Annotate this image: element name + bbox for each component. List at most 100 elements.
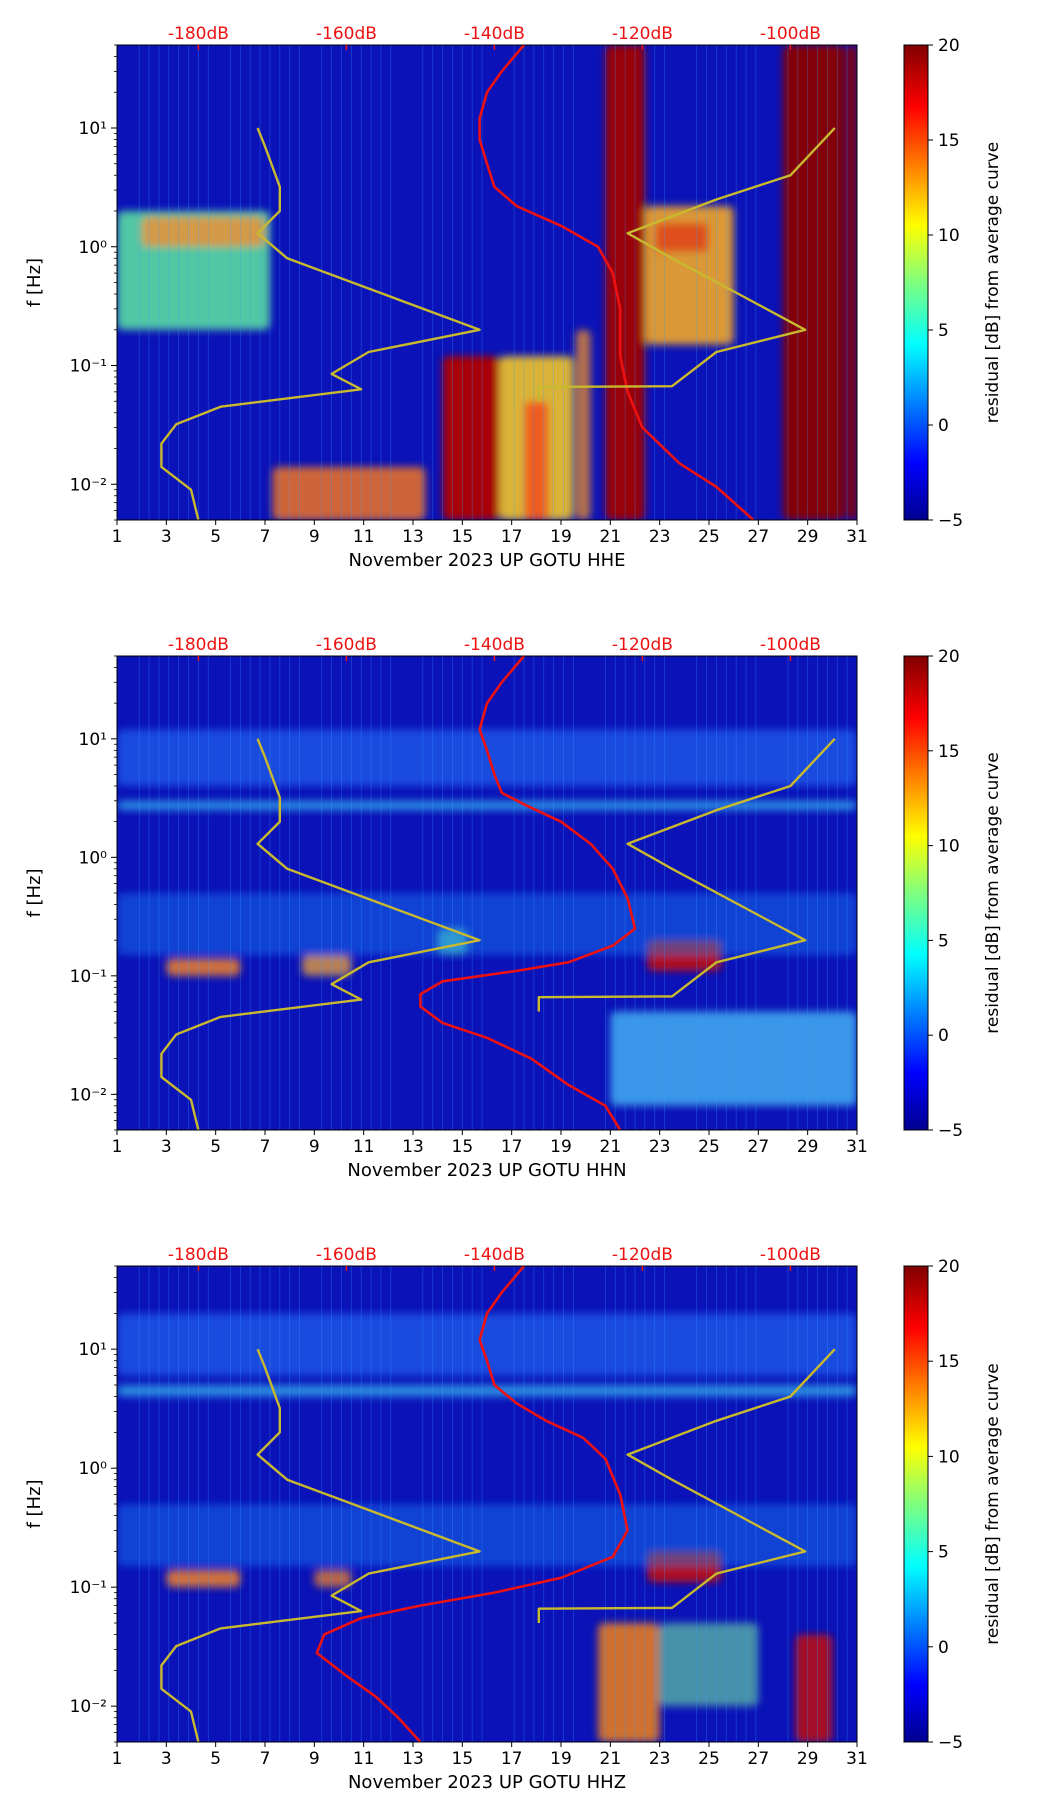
noise-model-curve [537,127,836,402]
top-db-tick-label: -120dB [612,1245,673,1265]
top-db-tick-label: -180dB [168,635,229,655]
x-tick-label: 31 [846,527,868,547]
colorbar-tick-label: 0 [938,1026,949,1046]
x-tick-label: 5 [210,1749,221,1769]
x-tick-label: 25 [698,1749,720,1769]
x-tick-label: 11 [353,1137,375,1157]
top-db-tick-label: -100dB [760,24,821,44]
top-db-tick-label: -140dB [464,635,525,655]
noise-model-curve [160,738,481,1130]
heatmap-features [117,729,857,1106]
x-tick-label: 29 [797,1749,819,1769]
x-tick-label: 13 [402,1749,424,1769]
y-tick-label: 10⁰ [79,238,108,258]
y-axis-label: f [Hz] [24,868,45,917]
top-db-tick-label: -140dB [464,24,525,44]
y-tick-label: 10⁰ [79,1459,108,1479]
y-tick-label: 10⁻¹ [70,357,107,377]
colorbar-tick-label: 15 [938,131,960,151]
noise-model-curve [537,737,836,1012]
x-tick-label: 17 [501,1137,523,1157]
x-tick-label: 21 [600,527,622,547]
heatmap-patch [598,1623,660,1742]
x-tick-label: 19 [550,1137,572,1157]
x-tick-label: 29 [797,1137,819,1157]
noise-model-curve [160,127,481,520]
heatmap-patch [166,958,241,976]
x-tick-label: 3 [161,1749,172,1769]
x-tick-label: 27 [748,527,770,547]
y-tick-label: 10⁻² [70,1085,107,1105]
colorbar-label: residual [dB] from average curve [983,142,1003,423]
heatmap-patch [524,401,549,520]
colorbar-tick-label: 0 [938,416,949,436]
x-tick-label: 15 [452,1749,474,1769]
colorbar [903,655,929,1131]
heatmap-patch [117,800,857,811]
colorbar-tick-label: 0 [938,1638,949,1658]
top-db-tick-label: -140dB [464,1245,525,1265]
top-db-tick-label: -160dB [316,24,377,44]
top-db-tick-label: -180dB [168,1245,229,1265]
x-tick-label: 21 [600,1137,622,1157]
colorbar [903,1265,929,1743]
y-tick-label: 10⁻² [70,475,107,495]
y-tick-label: 10¹ [79,1340,107,1360]
median-psd-curve [419,656,637,1130]
colorbar-tick-label: −5 [938,511,963,531]
heatmap-image [117,45,857,520]
heatmap-features [117,1313,857,1742]
colorbar-tick-label: 5 [938,1543,949,1563]
colorbar-tick-label: 20 [938,36,960,56]
x-tick-label: 1 [112,1137,123,1157]
x-tick-label: 13 [402,527,424,547]
heatmap-patch [575,329,591,520]
heatmap-patch [795,1634,833,1742]
colorbar-tick-label: 15 [938,742,960,762]
x-axis-label: November 2023 UP GOTU HHE [348,550,625,571]
x-tick-label: 9 [309,1137,320,1157]
x-tick-label: 15 [452,1137,474,1157]
x-tick-label: 11 [353,1749,375,1769]
x-tick-label: 11 [353,527,375,547]
median-psd-curve [478,45,755,520]
y-axis-label: f [Hz] [24,1479,45,1528]
colorbar [903,44,929,521]
colorbar-label: residual [dB] from average curve [983,1363,1003,1644]
heatmap-patch [117,1313,857,1376]
heatmap-patch [272,466,426,520]
y-tick-label: 10⁻¹ [70,967,107,987]
y-tick-label: 10¹ [79,730,107,750]
x-tick-label: 25 [698,1137,720,1157]
colorbar-tick-label: 5 [938,931,949,951]
heatmap-patch [847,45,857,520]
colorbar-tick-label: 5 [938,321,949,341]
heatmap-patch [117,1504,857,1567]
y-tick-label: 10⁻¹ [70,1578,107,1598]
x-tick-label: 17 [501,1749,523,1769]
x-tick-label: 23 [649,1749,671,1769]
x-tick-label: 13 [402,1137,424,1157]
colorbar-tick-label: 10 [938,1447,960,1467]
heatmap-image [117,1266,857,1742]
x-tick-label: 31 [846,1749,868,1769]
y-tick-label: 10¹ [79,119,107,139]
x-tick-label: 3 [161,1137,172,1157]
heatmap-patch [654,222,709,253]
heatmap-patch [302,954,352,976]
heatmap-patch [610,1011,857,1106]
x-axis-label: November 2023 UP GOTU HHZ [348,1772,626,1793]
top-db-tick-label: -180dB [168,24,229,44]
colorbar-tick-label: −5 [938,1733,963,1753]
heatmap-patch [117,1385,857,1397]
median-psd-curve [315,1266,629,1742]
heatmap-patch [605,45,645,520]
x-tick-label: 1 [112,527,123,547]
colorbar-label: residual [dB] from average curve [983,752,1003,1033]
x-tick-label: 25 [698,527,720,547]
top-db-tick-label: -160dB [316,1245,377,1265]
